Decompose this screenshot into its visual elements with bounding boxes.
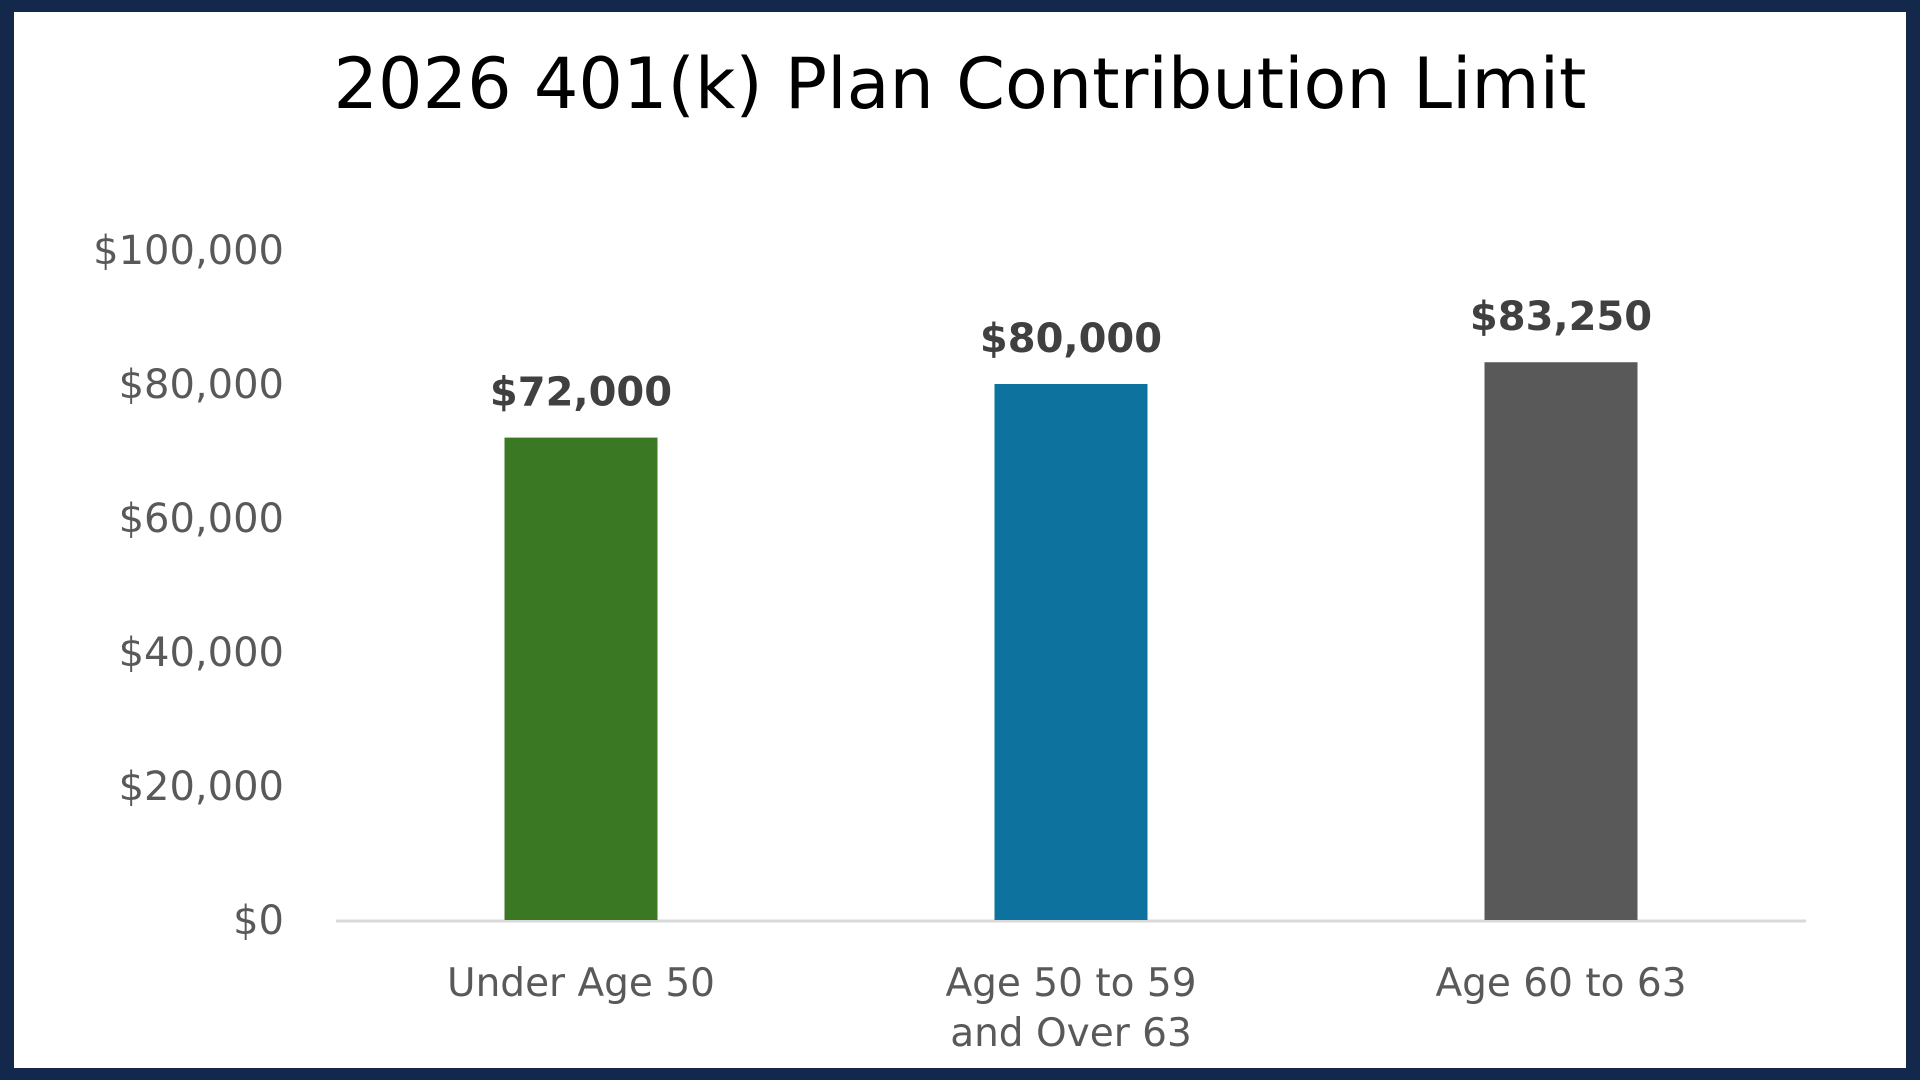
y-tick-label: $0: [233, 898, 284, 944]
y-tick-label: $100,000: [93, 228, 284, 274]
data-label: $80,000: [980, 316, 1162, 362]
data-label: $83,250: [1470, 294, 1652, 340]
y-tick-label: $80,000: [119, 362, 284, 408]
bar: [504, 437, 658, 920]
bar: [1484, 362, 1638, 921]
y-tick-label: $60,000: [119, 496, 284, 542]
chart-frame: 2026 401(k) Plan Contribution Limit $0 $2…: [14, 12, 1906, 1068]
bar-chart: $0 $20,000 $40,000 $60,000 $80,000 $100,000 $7…: [93, 228, 1806, 1056]
x-tick-label: Age 50 to 59: [945, 961, 1196, 1006]
chart-title: 2026 401(k) Plan Contribution Limit: [333, 43, 1587, 125]
x-tick-label: Under Age 50: [447, 961, 715, 1006]
bar: [994, 384, 1148, 920]
data-label: $72,000: [490, 370, 672, 416]
y-tick-label: $20,000: [119, 764, 284, 810]
x-tick-label: Age 60 to 63: [1435, 961, 1686, 1006]
x-tick-label: and Over 63: [950, 1011, 1192, 1056]
y-tick-label: $40,000: [119, 630, 284, 676]
